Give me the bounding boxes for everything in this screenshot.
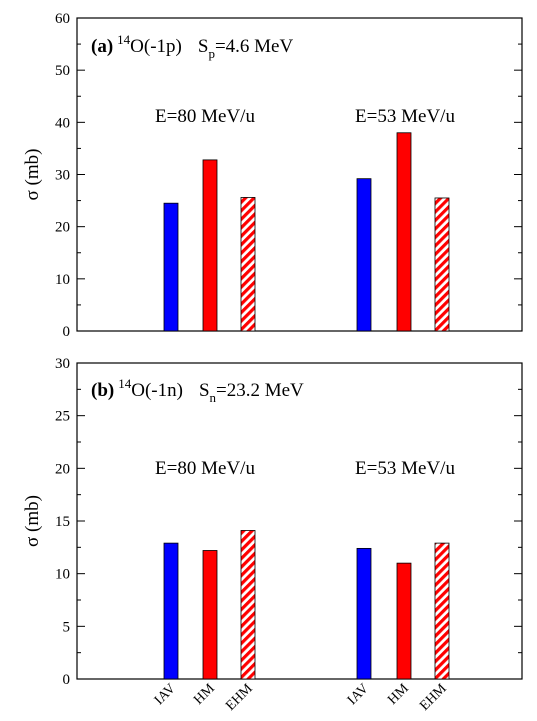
panel-b: 0 5 10 15 20 25 30 σ (mb) (b) 14O(-1n) Sn=23.2 MeV…	[22, 356, 523, 714]
y-tick-label: 0	[63, 672, 71, 688]
bar-hm	[396, 562, 412, 680]
x-tick-label: IAV	[345, 681, 372, 708]
y-tick-label: 0	[63, 324, 71, 340]
y-tick-label: 40	[55, 115, 70, 131]
y-tick-label: 15	[55, 514, 70, 530]
separation-value: =4.6 MeV	[215, 36, 294, 57]
bar-ehm	[240, 197, 256, 332]
x-tick-label: EHM	[223, 681, 256, 714]
bar-hm	[202, 159, 218, 332]
separation-subscript: p	[208, 46, 215, 61]
y-tick-label: 25	[55, 409, 70, 425]
y-tick-label: 10	[55, 272, 70, 288]
bar-hm	[396, 132, 412, 332]
y-tick-label: 10	[55, 567, 70, 583]
y-tick-label: 20	[55, 220, 70, 236]
reaction-label: O(-1p)	[130, 36, 182, 57]
bar-iav	[163, 542, 179, 680]
y-tick-label: 30	[55, 356, 70, 372]
panel-title: (a) 14O(-1p) Sp=4.6 MeV	[91, 32, 293, 61]
energy-label: E=80 MeV/u	[155, 458, 255, 479]
y-tick-label: 5	[63, 619, 71, 635]
y-axis-label: σ (mb)	[22, 495, 43, 547]
separation-subscript: n	[210, 390, 217, 405]
x-tick-label: EHM	[417, 681, 450, 714]
energy-label: E=80 MeV/u	[155, 106, 255, 127]
y-tick-label: 50	[55, 63, 70, 79]
panel-title: (b) 14O(-1n) Sn=23.2 MeV	[91, 376, 304, 405]
bar-iav	[356, 547, 372, 680]
bar-iav	[356, 178, 372, 332]
panel-label: (b)	[91, 380, 114, 401]
bar-iav	[163, 202, 179, 332]
x-tick-label: HM	[191, 681, 218, 708]
bar-ehm	[240, 530, 256, 680]
reaction-label: O(-1n)	[131, 380, 183, 401]
x-tick-label: HM	[385, 681, 412, 708]
plot-frame	[76, 17, 523, 332]
plot-frame	[76, 362, 523, 680]
mass-number: 14	[118, 376, 132, 391]
separation-value: =23.2 MeV	[216, 380, 304, 401]
y-axis-label: σ (mb)	[22, 149, 43, 201]
y-tick-label: 20	[55, 461, 70, 477]
separation-symbol: S	[198, 36, 209, 57]
separation-symbol: S	[199, 380, 210, 401]
x-tick-label: IAV	[152, 681, 179, 708]
bar-hm	[202, 550, 218, 680]
energy-label: E=53 MeV/u	[355, 458, 455, 479]
panel-label: (a)	[91, 36, 113, 57]
energy-label: E=53 MeV/u	[355, 106, 455, 127]
y-tick-label: 30	[55, 168, 70, 184]
y-tick-label: 60	[55, 11, 70, 27]
mass-number: 14	[117, 32, 131, 47]
panel-a: 0 10 20 30 40 50 60 σ (mb) (a) 14O(-1p) Sp=4.6 MeV…	[22, 11, 523, 340]
bar-ehm	[434, 542, 450, 680]
bar-ehm	[434, 197, 450, 332]
